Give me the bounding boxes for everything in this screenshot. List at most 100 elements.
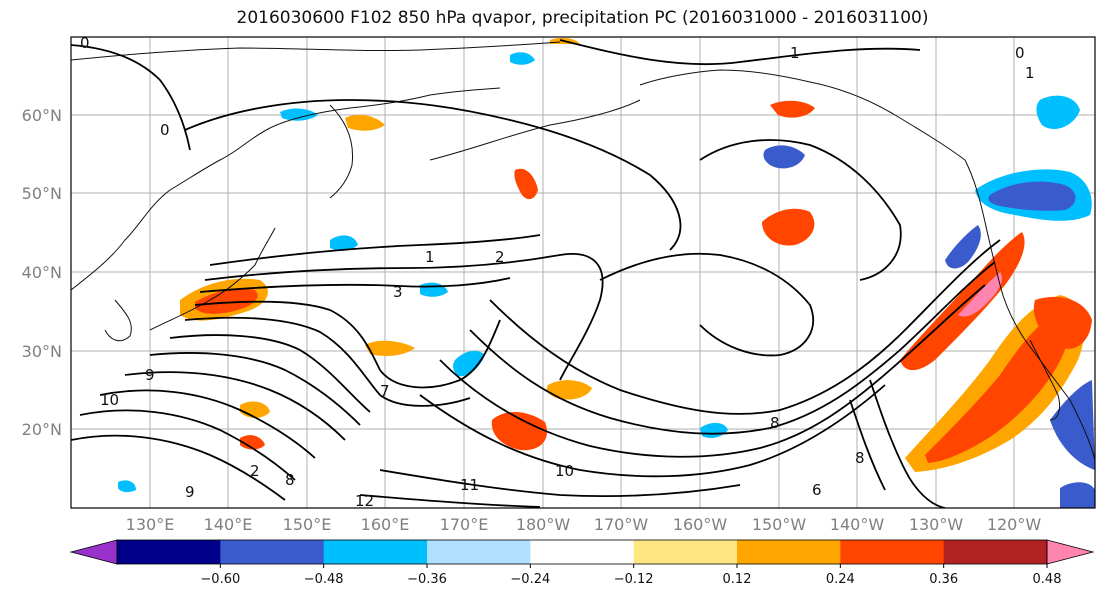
coastline-baja (1029, 339, 1061, 421)
lon-label: 150°E (283, 515, 332, 534)
contour-1-bering (184, 99, 682, 251)
colorbar-cell (530, 540, 635, 564)
positive-region-japan-core (195, 288, 258, 314)
negative-region-arctic (510, 52, 535, 65)
contour-label: 6 (812, 481, 822, 499)
coastline-kamchatka (329, 104, 354, 199)
contour-6 (169, 334, 371, 413)
positive-region-central-pacific (491, 411, 548, 451)
positive-region-kamchatka (345, 114, 385, 131)
qvapor-contours (71, 39, 1001, 508)
colorbar-cell (323, 540, 428, 564)
colorbar-cell (840, 540, 945, 564)
colorbar-frame (116, 539, 1048, 565)
coastline-arctic (71, 41, 561, 61)
negative-region-north-japan (330, 235, 358, 251)
contour-label: 7 (380, 382, 390, 400)
precipitation-shading (118, 37, 1095, 508)
contour-4 (194, 300, 501, 389)
contour-1-central (209, 234, 541, 266)
positive-region-baja-core (925, 312, 1070, 463)
lon-label: 160°E (361, 515, 410, 534)
positive-region-gulf-alaska (762, 208, 815, 246)
colorbar-ticks: −0.60 −0.48 −0.36 −0.24 −0.12 0.12 0.24 0.36 0.4… (200, 564, 1062, 587)
negative-region-bering (280, 108, 318, 121)
contour-label: 0 (80, 34, 90, 52)
lat-label: 60°N (22, 106, 62, 125)
contour-central-loop (599, 252, 815, 357)
lon-label: 170°W (594, 515, 649, 534)
contour-10 (79, 409, 296, 481)
contour-label: 0 (1015, 44, 1025, 62)
contour-label: 11 (460, 476, 479, 494)
negative-region-far-south (1060, 482, 1095, 508)
contour-label: 9 (185, 483, 195, 501)
contour-0-north (71, 44, 191, 151)
coastline-aleutians (429, 99, 641, 161)
lon-label: 140°E (204, 515, 253, 534)
lat-label: 40°N (22, 263, 62, 282)
colorbar-tick-label: −0.24 (510, 572, 550, 587)
positive-region-central-pacific-2 (546, 380, 592, 400)
colorbar-cells (117, 540, 1048, 564)
colorbar-cell (633, 540, 738, 564)
lon-label: 180°W (516, 515, 571, 534)
contour-label: 2 (495, 248, 505, 266)
contour-jet-3 (439, 284, 986, 458)
map-border (70, 36, 1096, 509)
positive-region-mexico (1033, 296, 1092, 349)
graticule (71, 37, 1095, 508)
negative-region-alaska (763, 145, 805, 169)
contour-label: 1 (425, 248, 435, 266)
positive-region-alaska-coast (770, 100, 815, 118)
negative-region-pacific-northwest-core (988, 181, 1076, 211)
map-title: 2016030600 F102 850 hPa qvapor, precipit… (236, 8, 929, 28)
contour-label: 9 (145, 366, 155, 384)
coastline-alaska (639, 69, 966, 161)
colorbar-tick-label: −0.36 (407, 572, 447, 587)
contour-3 (199, 277, 511, 293)
negative-region-central (453, 350, 485, 377)
colorbar-tick-label: 0.24 (826, 572, 855, 587)
contour-label: 8 (770, 414, 780, 432)
coastline-korea (104, 299, 132, 342)
colorbar-tick-label: 0.36 (929, 572, 958, 587)
coastlines (71, 41, 1095, 461)
colorbar-cell (117, 540, 221, 564)
contour-alaska-loop (699, 139, 902, 281)
contour-jet-1 (489, 239, 1001, 415)
colorbar-tick-label: 0.48 (1033, 572, 1062, 587)
contour-south-2 (359, 494, 541, 508)
lon-label: 170°E (440, 515, 489, 534)
colorbar-cell (737, 540, 841, 564)
negative-region-canada (1036, 95, 1080, 130)
positive-region-california-peak (958, 272, 1003, 317)
contour-label: 10 (100, 391, 119, 409)
contour-label: 2 (250, 462, 260, 480)
positive-region-ryukyu (240, 435, 265, 450)
contour-south-1 (379, 469, 741, 497)
negative-region-south-japan (118, 480, 136, 493)
lat-label: 50°N (22, 184, 62, 203)
contour-8 (124, 371, 346, 441)
positive-region-north-pacific (514, 168, 538, 200)
colorbar-cell (220, 540, 325, 564)
coastline-north-america (964, 159, 1095, 461)
contour-label: 8 (285, 471, 295, 489)
lon-label: 130°W (909, 515, 964, 534)
contour-mexico-2 (849, 399, 886, 491)
lat-label: 30°N (22, 342, 62, 361)
contour-label: 1 (1025, 64, 1035, 82)
positive-region-california (900, 232, 1025, 371)
latitude-labels: 60°N 50°N 40°N 30°N 20°N (22, 106, 62, 439)
contour-jet-2 (469, 261, 996, 435)
lon-label: 140°W (830, 515, 885, 534)
contour-5 (184, 316, 471, 407)
lon-label: 130°E (126, 515, 175, 534)
contour-0-arctic (559, 39, 921, 66)
colorbar-extend-low (69, 539, 118, 565)
map-panel: 0 0 0 1 1 1 2 3 7 9 10 10 11 12 8 9 8 8 … (70, 34, 1096, 509)
colorbar-tick-label: 0.12 (723, 572, 752, 587)
positive-region-midlat (365, 340, 415, 356)
